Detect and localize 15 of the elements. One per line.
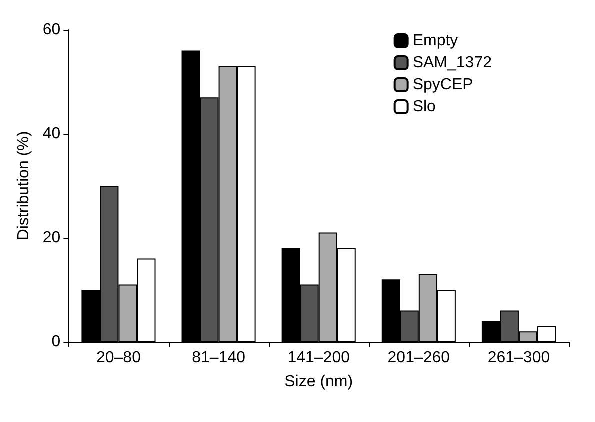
x-tick-label: 141–200 [288,350,350,366]
y-axis-title: Distribution (%) [16,131,32,241]
x-axis-title: Size (nm) [284,374,354,390]
x-tick-label: 201–260 [388,350,450,366]
y-tick-label: 40 [42,126,61,142]
x-tick-label: 81–140 [192,350,246,366]
legend-label: Slo [412,98,436,116]
legend-label: SpyCEP [412,76,474,94]
legend-label: SAM_1372 [412,54,492,72]
x-tick-label: 20–80 [96,350,142,366]
y-tick-label: 20 [42,230,61,246]
x-tick-label: 261–300 [488,350,550,366]
y-tick-label: 0 [52,334,61,350]
legend-label: Empty [412,32,458,50]
y-tick-label: 60 [42,22,61,38]
